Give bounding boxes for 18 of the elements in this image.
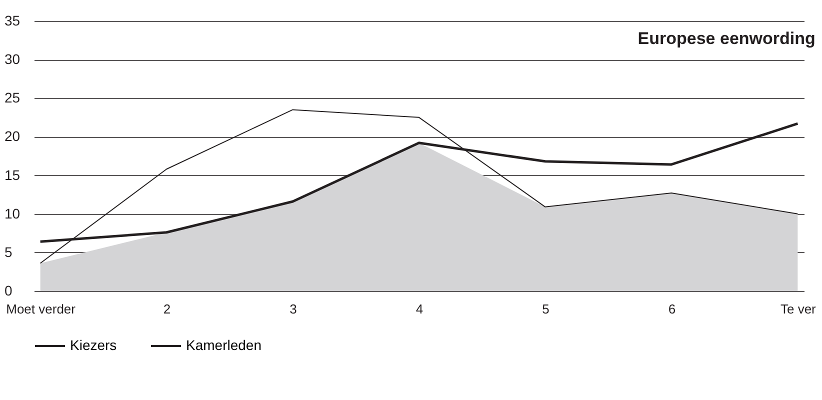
x-tick-label: Te ver [780, 302, 817, 316]
legend-label: Kamerleden [186, 337, 262, 353]
x-tick-label: 5 [542, 302, 550, 316]
y-tick-label: 20 [4, 128, 20, 144]
y-tick-label: 35 [4, 12, 20, 28]
x-tick-label: 2 [163, 302, 171, 316]
x-tick-label: 6 [668, 302, 676, 316]
y-tick-label: 0 [4, 282, 12, 298]
y-tick-label: 25 [4, 90, 20, 106]
legend-label: Kiezers [70, 337, 117, 353]
chart-title: Europese eenwording [638, 29, 816, 48]
y-tick-label: 10 [4, 205, 20, 222]
x-tick-label: 4 [416, 302, 424, 316]
x-tick-label: 3 [290, 302, 297, 316]
x-tick-label: Moet verder [6, 302, 76, 316]
y-tick-label: 30 [4, 51, 20, 68]
y-tick-label: 5 [4, 244, 12, 260]
y-tick-label: 15 [4, 166, 20, 183]
